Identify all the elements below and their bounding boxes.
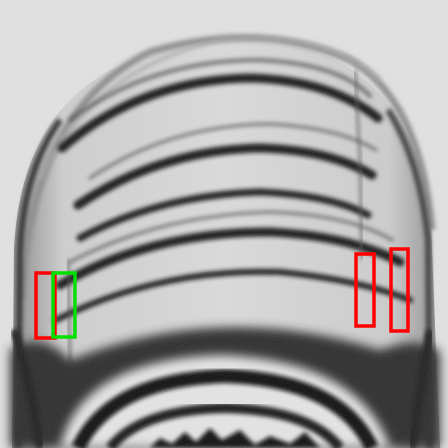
- xray-image: [0, 0, 448, 448]
- xray-viewer: [0, 0, 448, 448]
